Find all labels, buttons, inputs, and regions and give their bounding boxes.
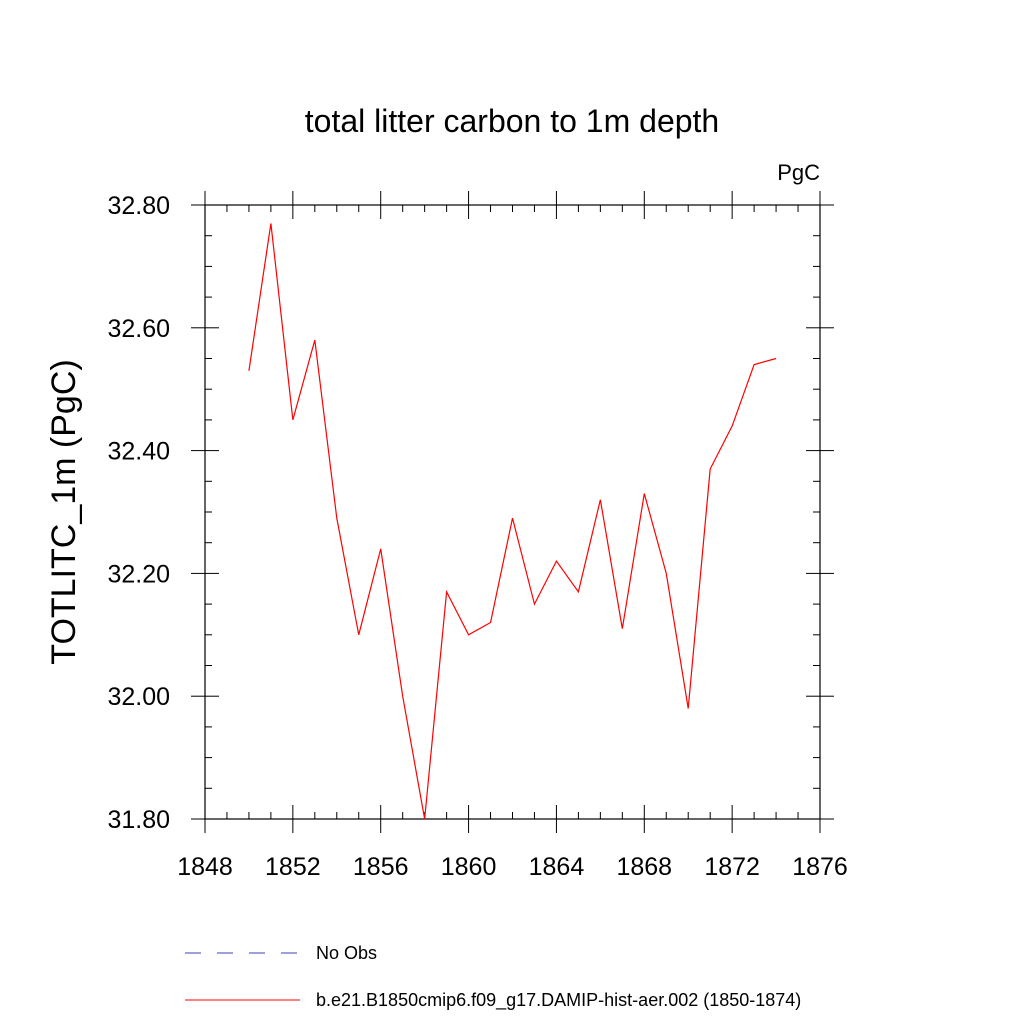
chart-title: total litter carbon to 1m depth (305, 103, 719, 139)
units-label: PgC (777, 160, 820, 185)
axis-ticks (191, 191, 834, 833)
data-series (248, 223, 777, 820)
legend-label-no-obs: No Obs (316, 943, 377, 963)
x-tick-label: 1856 (353, 853, 409, 881)
x-tick-label: 1872 (704, 853, 760, 881)
y-tick-label: 31.80 (107, 806, 170, 834)
y-tick-label: 32.60 (107, 315, 170, 343)
x-tick-label: 1852 (265, 853, 321, 881)
y-axis-label: TOTLITC_1m (PgC) (45, 359, 83, 664)
series-line (248, 223, 777, 820)
y-tick-label: 32.00 (107, 683, 170, 711)
x-tick-label: 1876 (792, 853, 848, 881)
plot-frame (204, 204, 821, 820)
legend-label-series: b.e21.B1850cmip6.f09_g17.DAMIP-hist-aer.… (316, 990, 801, 1011)
tick-labels: 1848 1852 1856 1860 1864 1868 1872 1876 31.80 32.… (107, 192, 847, 881)
legend: No Obs b.e21.B1850cmip6.f09_g17.DAMIP-hi… (185, 943, 801, 1011)
y-tick-label: 32.20 (107, 560, 170, 588)
x-tick-label: 1848 (177, 853, 233, 881)
y-tick-label: 32.80 (107, 192, 170, 220)
y-tick-label: 32.40 (107, 438, 170, 466)
x-tick-label: 1868 (616, 853, 672, 881)
x-tick-label: 1860 (441, 853, 497, 881)
x-tick-label: 1864 (529, 853, 585, 881)
